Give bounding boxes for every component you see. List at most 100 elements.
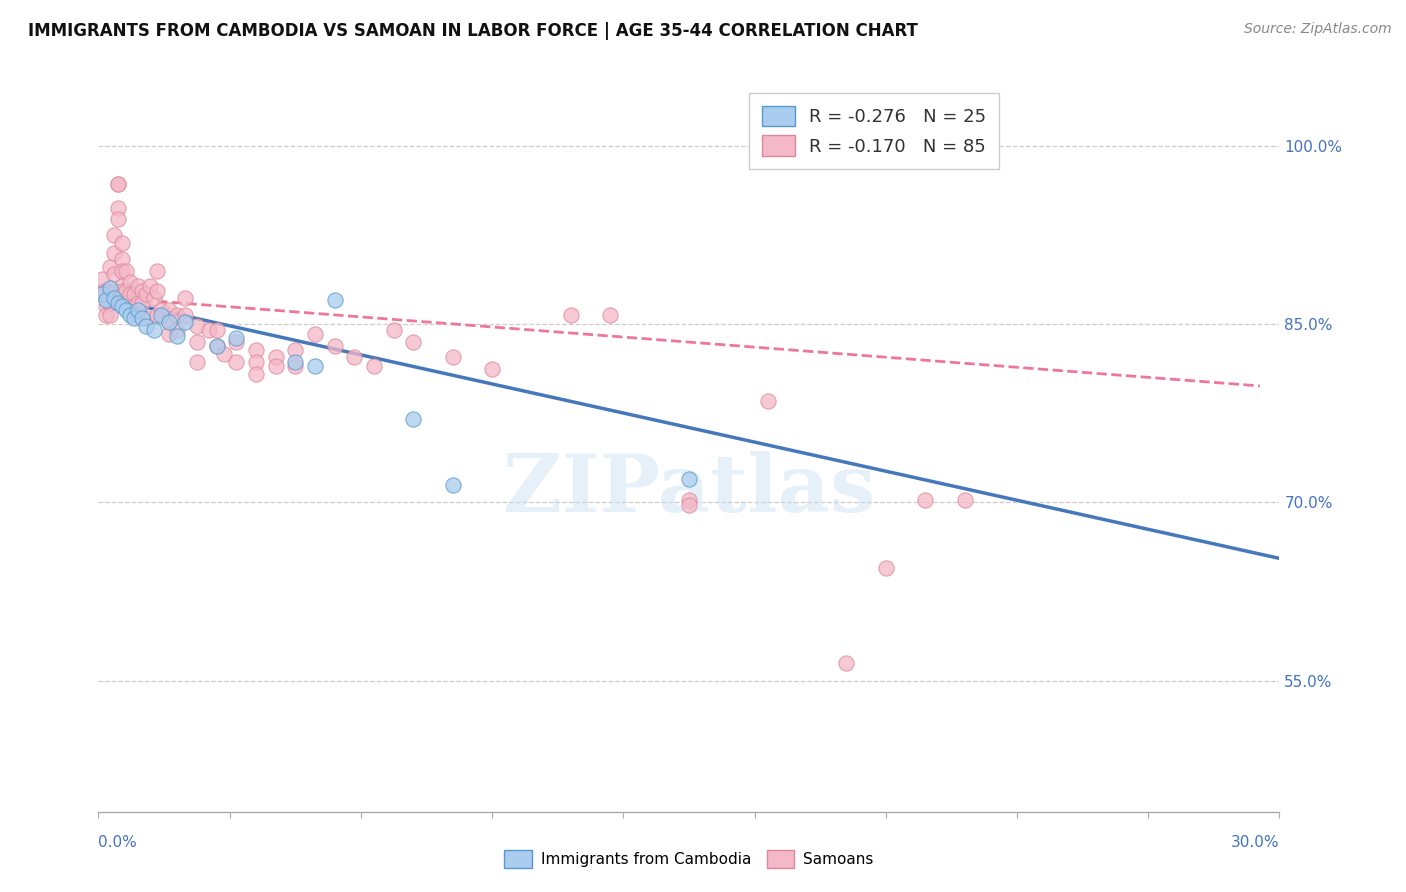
Point (115, 263, 138, 277)
Point (756, 394, 779, 409)
Point (138, 279, 160, 293)
Point (205, 338, 228, 352)
Point (96, 284, 118, 298)
Point (678, 493, 700, 508)
Point (96, 293, 118, 308)
Text: 0.0%: 0.0% (98, 836, 138, 850)
Point (157, 326, 180, 341)
Point (245, 355, 267, 369)
Point (118, 276, 141, 290)
Point (678, 472, 700, 486)
Point (107, 201, 129, 215)
Point (111, 299, 134, 313)
Point (174, 308, 197, 322)
Point (382, 323, 405, 337)
Point (599, 308, 621, 322)
Point (214, 347, 236, 361)
Point (157, 315, 180, 329)
Point (678, 498, 700, 512)
Point (174, 291, 197, 305)
Point (98, 284, 121, 298)
Point (225, 355, 247, 369)
Point (150, 308, 173, 322)
Point (150, 302, 173, 317)
Point (146, 308, 169, 322)
Point (186, 334, 208, 349)
Legend: Immigrants from Cambodia, Samoans: Immigrants from Cambodia, Samoans (496, 843, 882, 875)
Legend: R = -0.276   N = 25, R = -0.170   N = 85: R = -0.276 N = 25, R = -0.170 N = 85 (749, 93, 998, 169)
Point (264, 359, 287, 373)
Point (264, 351, 287, 365)
Point (131, 295, 153, 310)
Point (96, 299, 118, 313)
Point (107, 177, 129, 191)
Point (323, 293, 346, 308)
Point (98, 308, 121, 322)
Point (91, 272, 114, 286)
Point (166, 323, 188, 337)
Point (111, 263, 134, 277)
Point (953, 493, 976, 508)
Point (98, 260, 121, 274)
Point (122, 311, 145, 326)
Point (835, 656, 858, 670)
Point (111, 236, 134, 251)
Point (96, 308, 118, 322)
Point (560, 308, 582, 322)
Point (205, 323, 228, 337)
Point (914, 493, 936, 508)
Point (103, 284, 125, 298)
Point (174, 315, 197, 329)
Point (245, 343, 267, 358)
Point (107, 177, 129, 191)
Point (284, 355, 307, 369)
Point (142, 323, 165, 337)
Text: IMMIGRANTS FROM CAMBODIA VS SAMOAN IN LABOR FORCE | AGE 35-44 CORRELATION CHART: IMMIGRANTS FROM CAMBODIA VS SAMOAN IN LA… (28, 22, 918, 40)
Text: 30.0%: 30.0% (1232, 836, 1279, 850)
Point (284, 359, 307, 373)
Point (225, 331, 247, 345)
Point (103, 227, 125, 242)
Point (146, 263, 169, 277)
Point (127, 295, 149, 310)
Point (98, 281, 121, 295)
Point (197, 323, 219, 337)
Point (166, 308, 188, 322)
Point (363, 359, 385, 373)
Point (304, 359, 326, 373)
Text: ZIPatlas: ZIPatlas (503, 450, 875, 529)
Point (402, 412, 425, 426)
Point (284, 343, 307, 358)
Point (111, 279, 134, 293)
Point (441, 351, 464, 365)
Point (157, 315, 180, 329)
Point (481, 362, 503, 376)
Point (103, 291, 125, 305)
Point (186, 319, 208, 334)
Point (131, 311, 153, 326)
Point (127, 308, 149, 322)
Point (225, 334, 247, 349)
Point (135, 287, 157, 301)
Point (402, 334, 425, 349)
Point (323, 338, 346, 352)
Point (131, 284, 153, 298)
Point (135, 311, 157, 326)
Point (122, 287, 145, 301)
Point (91, 287, 114, 301)
Point (166, 329, 188, 343)
Point (245, 367, 267, 381)
Point (205, 338, 228, 352)
Text: Source: ZipAtlas.com: Source: ZipAtlas.com (1244, 22, 1392, 37)
Point (118, 308, 141, 322)
Point (107, 295, 129, 310)
Point (107, 212, 129, 227)
Point (111, 252, 134, 266)
Point (343, 351, 366, 365)
Point (115, 302, 138, 317)
Point (157, 302, 180, 317)
Point (127, 302, 149, 317)
Point (186, 355, 208, 369)
Point (304, 326, 326, 341)
Point (142, 291, 165, 305)
